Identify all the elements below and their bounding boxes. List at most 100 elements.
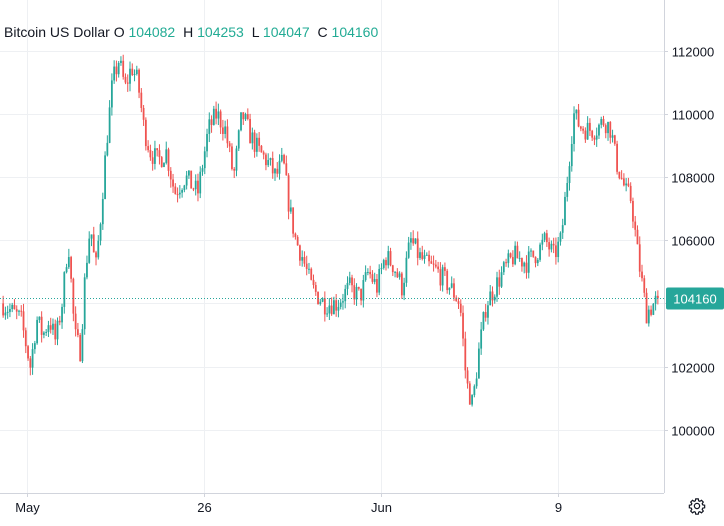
candle[interactable] [246, 108, 249, 121]
candle[interactable] [61, 303, 63, 329]
candle[interactable] [654, 291, 657, 311]
candle[interactable] [421, 245, 424, 261]
candle[interactable] [586, 116, 589, 140]
candle[interactable] [83, 273, 86, 335]
candle[interactable] [376, 274, 378, 298]
candle[interactable] [428, 250, 430, 267]
candle[interactable] [36, 316, 39, 345]
candle[interactable] [24, 327, 27, 354]
candle[interactable] [493, 294, 496, 304]
candle[interactable] [366, 268, 369, 276]
candlestick-series[interactable] [2, 54, 659, 407]
candle[interactable] [319, 298, 322, 306]
candle[interactable] [638, 236, 641, 278]
candle[interactable] [545, 229, 548, 247]
candle[interactable] [172, 173, 174, 193]
candle[interactable] [47, 320, 50, 338]
candle[interactable] [521, 257, 523, 272]
candle[interactable] [11, 302, 14, 313]
candle[interactable] [156, 148, 159, 157]
candle[interactable] [351, 274, 353, 293]
candle[interactable] [2, 295, 5, 318]
candle[interactable] [27, 344, 29, 361]
candle[interactable] [600, 116, 603, 129]
candle[interactable] [394, 271, 396, 278]
candle[interactable] [38, 316, 41, 323]
candle[interactable] [251, 127, 254, 150]
candle[interactable] [206, 128, 208, 158]
candle[interactable] [31, 343, 34, 375]
candle[interactable] [65, 263, 68, 274]
candle[interactable] [188, 170, 190, 179]
candle[interactable] [511, 250, 514, 267]
candle[interactable] [636, 225, 639, 245]
candle[interactable] [310, 267, 313, 281]
candle[interactable] [432, 255, 435, 272]
gear-icon[interactable] [688, 497, 706, 515]
candle[interactable] [462, 305, 464, 347]
candle[interactable] [471, 394, 473, 407]
candle[interactable] [267, 153, 270, 168]
candle[interactable] [4, 306, 7, 320]
candle[interactable] [339, 298, 342, 310]
candle[interactable] [518, 251, 521, 262]
candle[interactable] [357, 286, 360, 291]
candle[interactable] [457, 297, 460, 309]
candle[interactable] [555, 237, 557, 265]
candle[interactable] [582, 126, 585, 134]
candle[interactable] [43, 331, 45, 339]
candle[interactable] [122, 54, 125, 80]
price-axis[interactable]: 1000001020001040001060001080001100001120… [664, 45, 724, 439]
candle[interactable] [616, 140, 618, 175]
candle[interactable] [344, 284, 347, 309]
candle[interactable] [332, 296, 335, 315]
candle[interactable] [552, 237, 555, 254]
candle[interactable] [629, 182, 632, 204]
candle[interactable] [192, 187, 195, 192]
candle[interactable] [158, 144, 161, 165]
candle[interactable] [496, 271, 498, 302]
candle[interactable] [602, 115, 605, 127]
candle[interactable] [346, 276, 349, 296]
candle[interactable] [468, 381, 471, 405]
candle[interactable] [364, 265, 367, 282]
candle[interactable] [86, 255, 88, 280]
candle[interactable] [577, 103, 580, 128]
candle[interactable] [502, 260, 505, 276]
candle[interactable] [249, 113, 251, 144]
candle[interactable] [174, 183, 177, 195]
candle[interactable] [536, 258, 539, 267]
candle[interactable] [534, 256, 537, 268]
candle[interactable] [308, 262, 310, 274]
candle[interactable] [305, 255, 308, 276]
candle[interactable] [389, 247, 392, 267]
candle[interactable] [412, 230, 415, 246]
candle[interactable] [106, 135, 109, 157]
candle[interactable] [507, 249, 510, 268]
candle[interactable] [559, 231, 562, 246]
candle[interactable] [269, 157, 272, 166]
candle[interactable] [437, 261, 440, 273]
candle[interactable] [652, 303, 655, 316]
candle[interactable] [423, 249, 426, 264]
candle[interactable] [337, 299, 340, 318]
candle[interactable] [480, 321, 483, 355]
candle[interactable] [81, 324, 84, 364]
candle[interactable] [342, 293, 344, 310]
candle[interactable] [70, 255, 72, 283]
candle[interactable] [360, 288, 362, 306]
candle[interactable] [280, 147, 283, 163]
candle[interactable] [530, 248, 532, 258]
candle[interactable] [595, 127, 598, 147]
candle[interactable] [72, 277, 75, 322]
candle[interactable] [484, 303, 487, 322]
candle[interactable] [299, 244, 301, 266]
candle[interactable] [373, 272, 376, 285]
candle[interactable] [142, 105, 145, 126]
candle[interactable] [154, 140, 156, 170]
candle[interactable] [197, 173, 199, 202]
candle[interactable] [450, 276, 453, 289]
candle[interactable] [564, 191, 566, 226]
